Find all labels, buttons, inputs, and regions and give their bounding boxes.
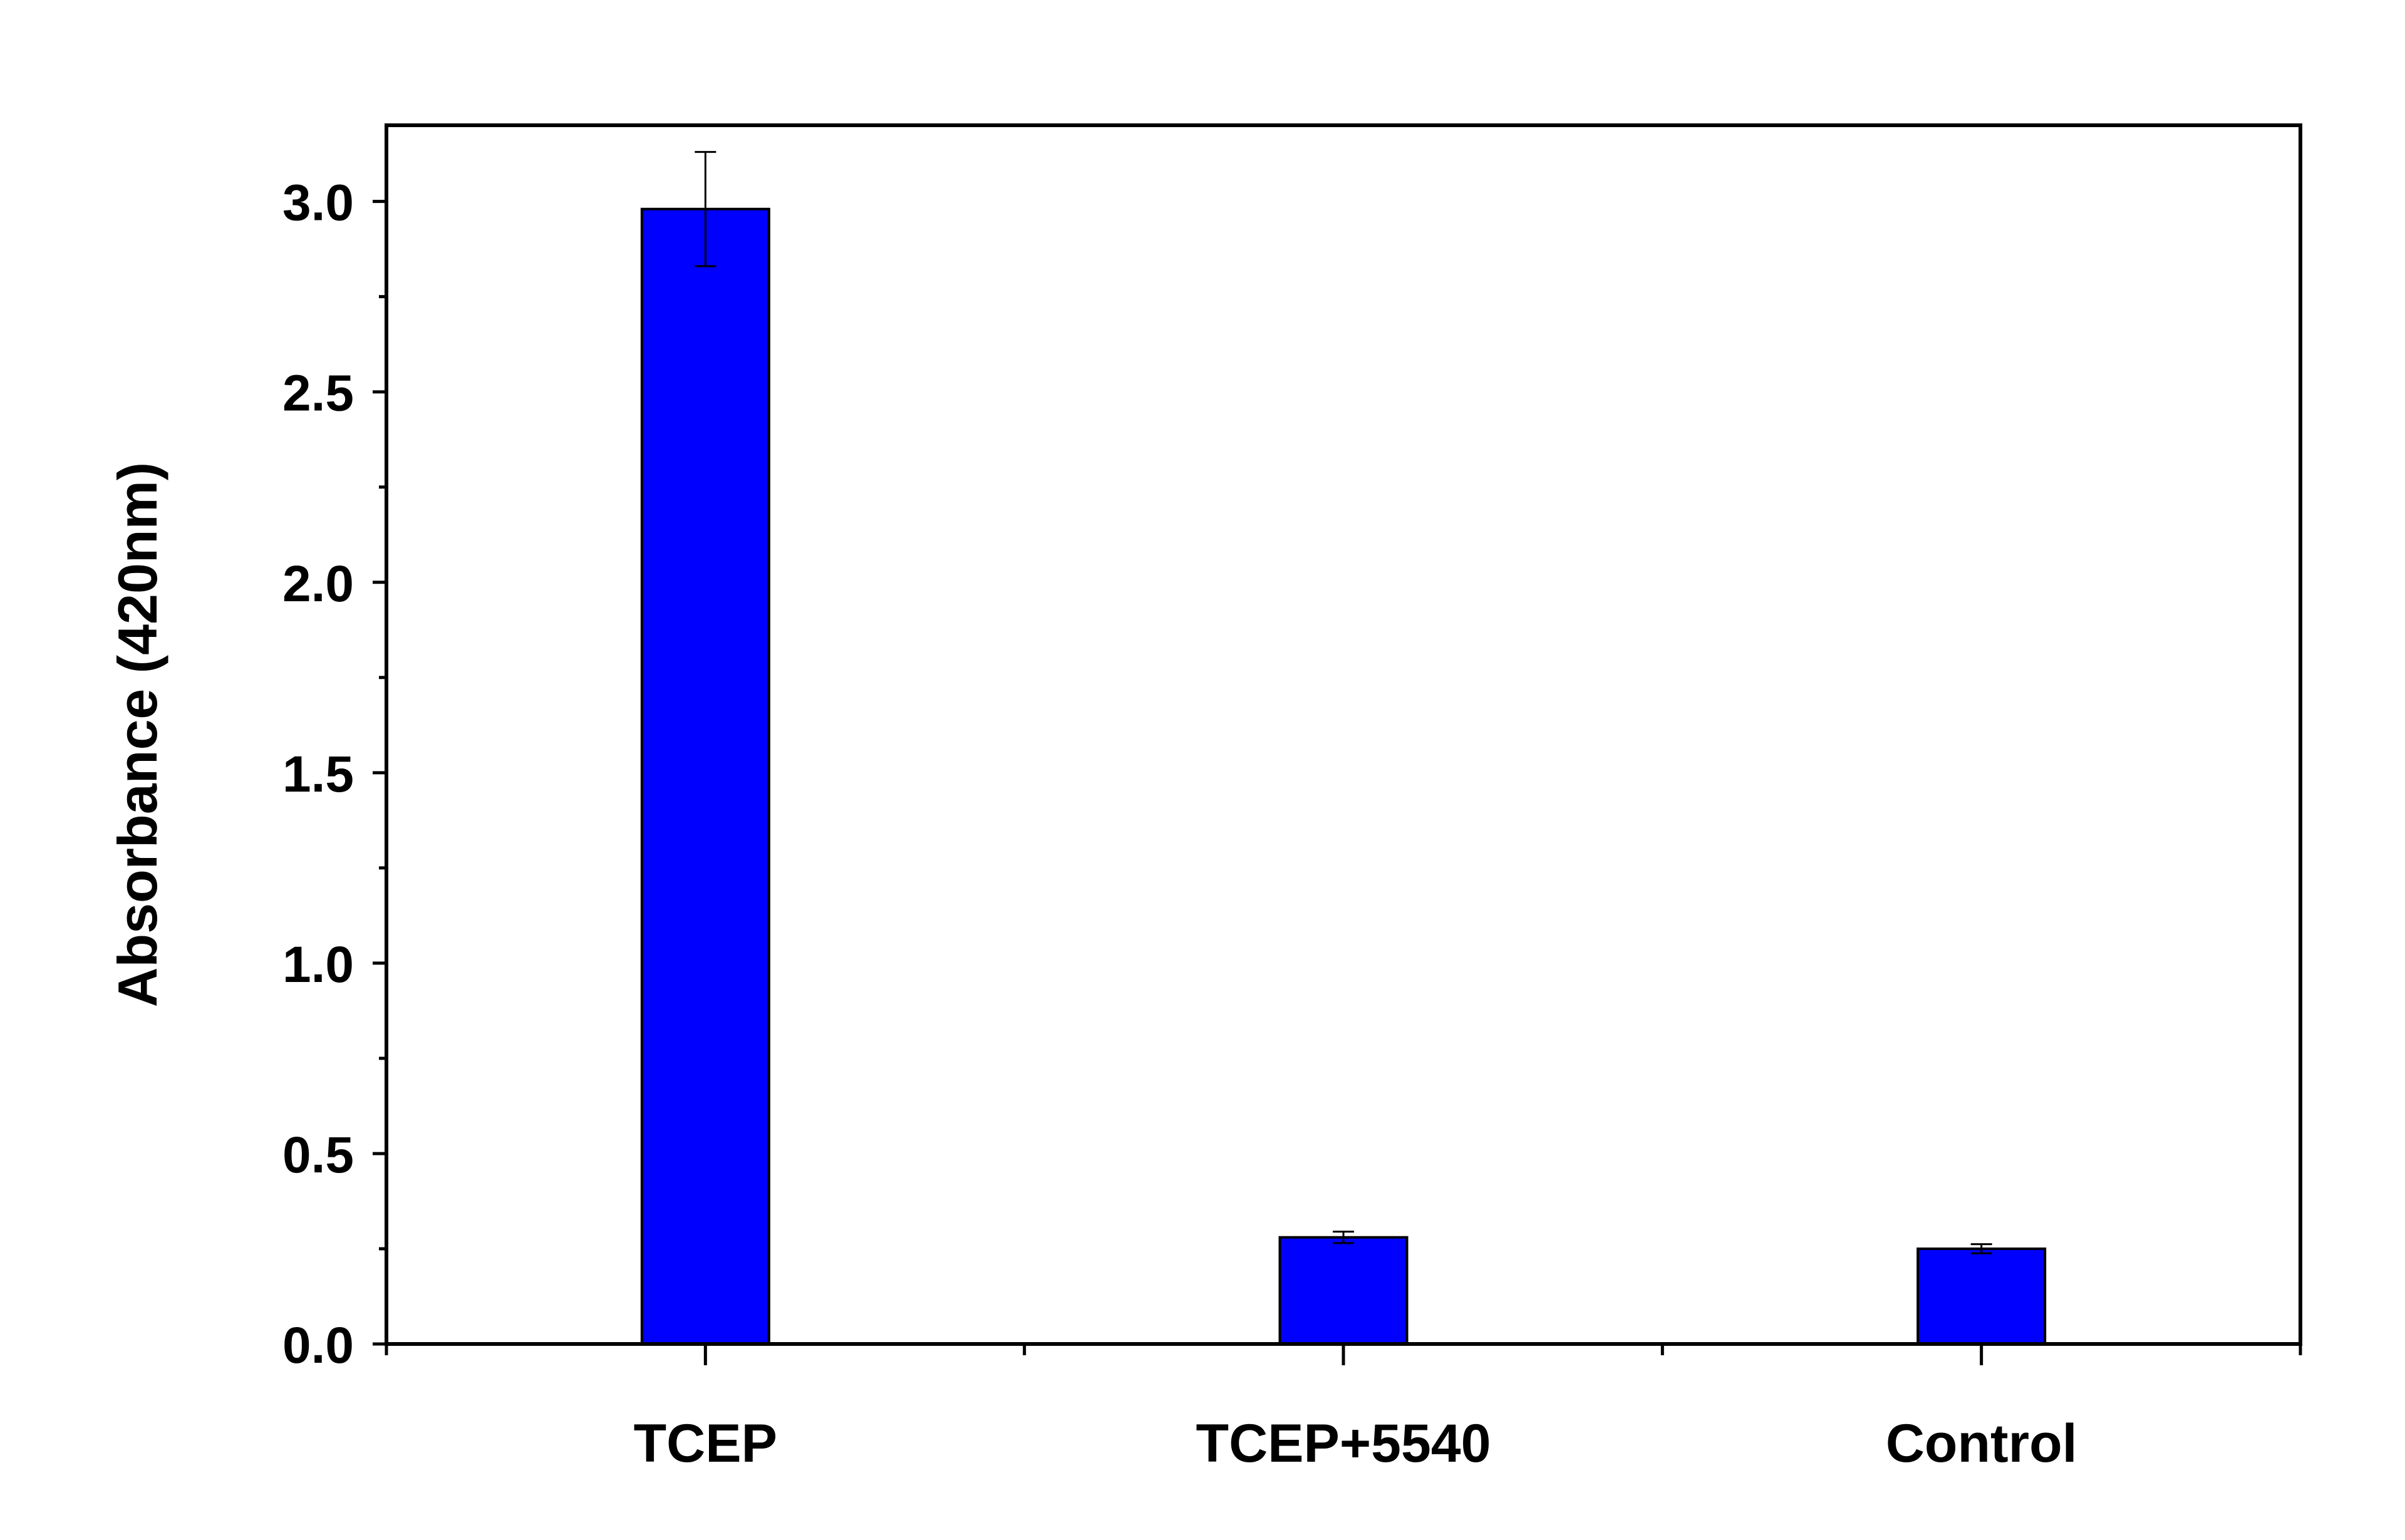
y-tick-label: 0.5: [282, 1127, 354, 1184]
error-bar: [1970, 1243, 1992, 1254]
x-axis: TCEP TCEP+5540 Control: [385, 1344, 2302, 1474]
y-axis-label: Absorbance (420nm): [106, 462, 168, 1007]
x-tick-label: TCEP+5540: [1196, 1413, 1491, 1474]
bar-tcep-5540: [1278, 1236, 1409, 1345]
y-tick-label: 2.0: [282, 556, 354, 612]
y-tick-label: 3.0: [282, 175, 354, 232]
x-tick-label: Control: [1886, 1413, 2077, 1474]
error-bars-layer: [695, 151, 1992, 1254]
bar-control: [1916, 1247, 2047, 1345]
bar-tcep: [640, 207, 770, 1346]
bars-layer: [640, 207, 2047, 1346]
y-axis: 0.0 0.5 1.0 1.5 2.0 2.5 3.0: [282, 175, 386, 1374]
error-bar: [695, 151, 716, 267]
x-tick-label: TCEP: [634, 1413, 777, 1474]
y-tick-label: 0.0: [282, 1317, 354, 1374]
y-tick-label: 1.5: [282, 746, 354, 803]
y-tick-label: 1.0: [282, 936, 354, 993]
error-bar: [1333, 1231, 1354, 1244]
y-tick-label: 2.5: [282, 365, 354, 422]
